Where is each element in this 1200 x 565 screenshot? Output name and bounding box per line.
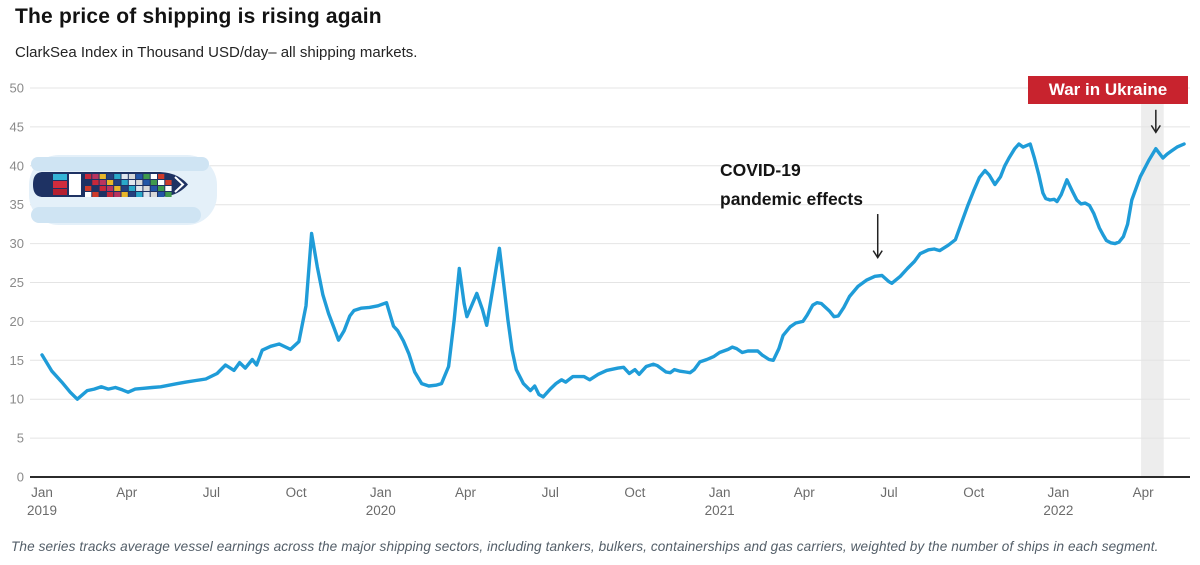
svg-text:0: 0 — [17, 470, 24, 485]
annotation-covid-line2: pandemic effects — [720, 189, 863, 209]
svg-text:Apr: Apr — [116, 485, 138, 500]
svg-text:2022: 2022 — [1043, 503, 1073, 518]
svg-text:Jan: Jan — [709, 485, 731, 500]
svg-text:Apr: Apr — [455, 485, 477, 500]
svg-text:45: 45 — [10, 119, 24, 134]
y-gridlines — [30, 87, 1190, 478]
ship-bow-chevron — [174, 176, 185, 193]
clarksea-index-line — [40, 142, 1186, 401]
ship-wake-streak-bottom — [31, 207, 201, 223]
svg-text:2021: 2021 — [705, 503, 735, 518]
svg-text:50: 50 — [10, 81, 24, 96]
ship-stern-containers — [53, 174, 67, 195]
svg-text:Apr: Apr — [794, 485, 816, 500]
chart-subtitle: ClarkSea Index in Thousand USD/day– all … — [15, 44, 418, 61]
ship-bridge — [69, 174, 81, 195]
footnote: The series tracks average vessel earning… — [11, 539, 1159, 554]
svg-text:Jan: Jan — [1048, 485, 1070, 500]
svg-text:5: 5 — [17, 431, 24, 446]
annotation-covid-line1: COVID-19 — [720, 160, 801, 180]
svg-text:35: 35 — [10, 197, 24, 212]
war-arrow — [1150, 109, 1161, 134]
svg-text:2020: 2020 — [366, 503, 396, 518]
svg-text:40: 40 — [10, 158, 24, 173]
svg-text:30: 30 — [10, 236, 24, 251]
covid-arrow — [872, 214, 883, 259]
svg-text:Jan: Jan — [370, 485, 392, 500]
svg-text:20: 20 — [10, 314, 24, 329]
x-axis-labels: Jan 2019 Apr Jul Oct Jan 2020 Apr Jul Oct Jan 2021 A… — [27, 485, 1154, 518]
svg-text:2019: 2019 — [27, 503, 57, 518]
svg-text:Oct: Oct — [286, 485, 307, 500]
chart-title: The price of shipping is rising again — [15, 5, 382, 28]
annotation-war-label: War in Ukraine — [1028, 76, 1188, 104]
svg-text:Jul: Jul — [880, 485, 897, 500]
svg-text:15: 15 — [10, 353, 24, 368]
annotation-covid: COVID-19 pandemic effects — [720, 156, 863, 214]
y-axis-labels: 0 5 10 15 20 25 30 35 40 45 50 — [10, 81, 24, 485]
svg-text:Oct: Oct — [624, 485, 645, 500]
svg-text:Oct: Oct — [963, 485, 984, 500]
ship-containers — [85, 174, 172, 197]
svg-text:10: 10 — [10, 392, 24, 407]
ship-wake-streak-top — [31, 157, 209, 171]
svg-text:Jul: Jul — [203, 485, 220, 500]
svg-text:Jan: Jan — [31, 485, 53, 500]
svg-text:Apr: Apr — [1133, 485, 1155, 500]
svg-text:25: 25 — [10, 275, 24, 290]
svg-text:Jul: Jul — [542, 485, 559, 500]
container-ship-illustration — [29, 155, 217, 225]
